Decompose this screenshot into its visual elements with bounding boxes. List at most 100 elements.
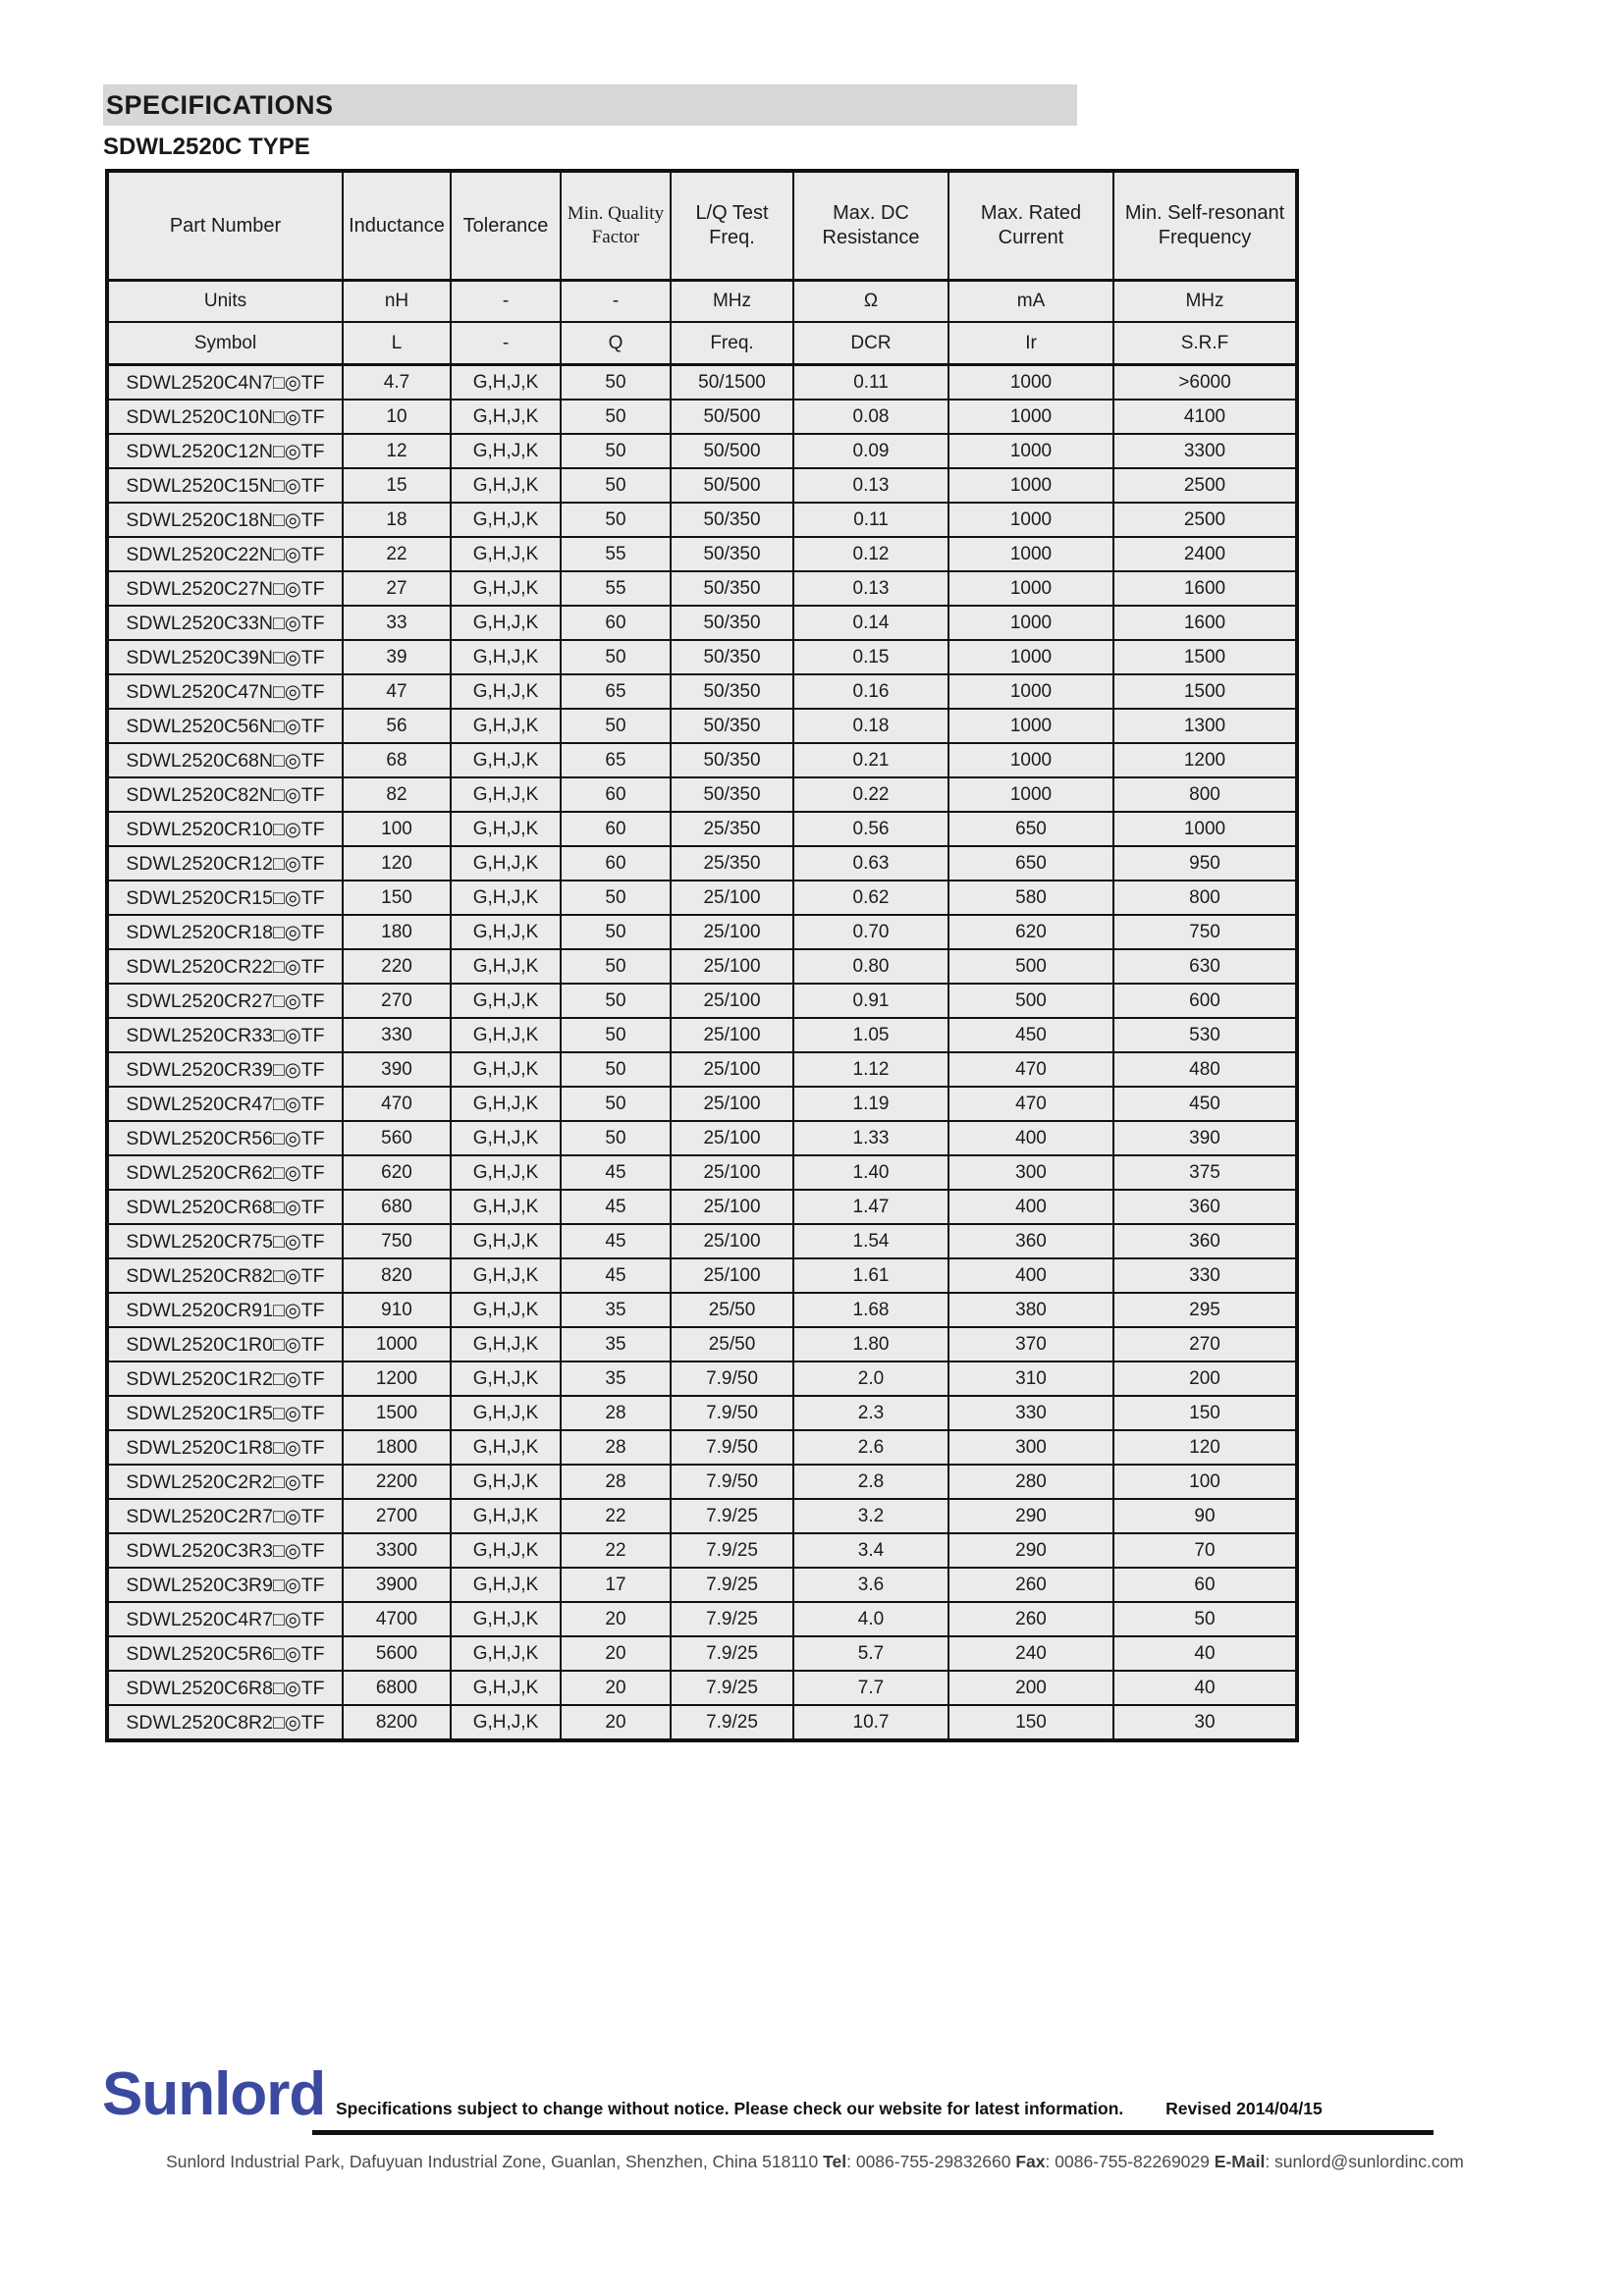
data-cell: 25/100 [670,1120,794,1156]
unit-cell: mA [947,279,1114,323]
data-cell: 82 [342,776,452,813]
data-cell: 68 [342,742,452,778]
data-cell: 295 [1112,1292,1298,1328]
table-row: SDWL2520C10N□◎TF 10 G,H,J,K 50 50/500 0.08 100… [106,399,1298,435]
data-cell: 7.9/50 [670,1464,794,1500]
data-cell: 1000 [947,708,1114,744]
data-cell: G,H,J,K [450,1223,562,1259]
data-cell: 28 [560,1395,672,1431]
table-row: SDWL2520C12N□◎TF 12 G,H,J,K 50 50/500 0.09 100… [106,433,1298,469]
data-cell: 800 [1112,880,1298,916]
data-cell: 1200 [1112,742,1298,778]
data-cell: 260 [947,1567,1114,1603]
data-cell: 10 [342,399,452,435]
data-cell: 25/50 [670,1292,794,1328]
table-row: SDWL2520CR27□◎TF 270 G,H,J,K 50 25/100 0.91 50… [106,983,1298,1019]
data-cell: 2500 [1112,502,1298,538]
data-cell: 650 [947,845,1114,881]
data-cell: SDWL2520C33N□◎TF [106,605,344,641]
data-cell: 22 [342,536,452,572]
data-cell: G,H,J,K [450,673,562,710]
column-header: Max. DC Resistance [792,170,949,282]
data-cell: 25/100 [670,983,794,1019]
data-cell: 4.7 [342,363,452,400]
data-cell: 4100 [1112,399,1298,435]
data-cell: G,H,J,K [450,1361,562,1397]
column-header: Inductance [342,170,452,282]
table-row: SDWL2520C2R7□◎TF 2700 G,H,J,K 22 7.9/25 3.2 29… [106,1498,1298,1534]
data-cell: SDWL2520CR15□◎TF [106,880,344,916]
data-cell: 2.8 [792,1464,949,1500]
table-row: SDWL2520CR68□◎TF 680 G,H,J,K 45 25/100 1.47 40… [106,1189,1298,1225]
table-row: SDWL2520C33N□◎TF 33 G,H,J,K 60 50/350 0.14 100… [106,605,1298,641]
data-cell: SDWL2520CR91□◎TF [106,1292,344,1328]
data-cell: SDWL2520C6R8□◎TF [106,1670,344,1706]
data-cell: 560 [342,1120,452,1156]
tel-number: : 0086-755-29832660 [846,2152,1011,2171]
data-cell: G,H,J,K [450,1395,562,1431]
data-cell: 50 [560,433,672,469]
data-cell: 50 [1112,1601,1298,1637]
data-cell: 56 [342,708,452,744]
data-cell: 35 [560,1292,672,1328]
data-cell: 580 [947,880,1114,916]
table-row: SDWL2520C18N□◎TF 18 G,H,J,K 50 50/350 0.11 100… [106,502,1298,538]
data-cell: 47 [342,673,452,710]
table-row: SDWL2520C1R0□◎TF 1000 G,H,J,K 35 25/50 1.80 37… [106,1326,1298,1362]
data-cell: G,H,J,K [450,1635,562,1672]
data-cell: 280 [947,1464,1114,1500]
data-cell: 1.19 [792,1086,949,1122]
data-cell: 630 [1112,948,1298,985]
data-cell: 2500 [1112,467,1298,504]
data-cell: SDWL2520CR47□◎TF [106,1086,344,1122]
data-cell: 7.9/25 [670,1498,794,1534]
footer-divider [312,2130,1434,2135]
data-cell: SDWL2520CR10□◎TF [106,811,344,847]
data-cell: SDWL2520C1R2□◎TF [106,1361,344,1397]
data-cell: G,H,J,K [450,1464,562,1500]
data-cell: 1000 [947,433,1114,469]
data-cell: 650 [947,811,1114,847]
table-row: SDWL2520CR62□◎TF 620 G,H,J,K 45 25/100 1.40 30… [106,1154,1298,1191]
data-cell: 22 [560,1532,672,1569]
footer-address: Sunlord Industrial Park, Dafuyuan Indust… [103,2152,1527,2172]
data-cell: 1000 [947,605,1114,641]
data-cell: 50 [560,983,672,1019]
table-row: SDWL2520C6R8□◎TF 6800 G,H,J,K 20 7.9/25 7.7 20… [106,1670,1298,1706]
table-row: SDWL2520C3R9□◎TF 3900 G,H,J,K 17 7.9/25 3.6 26… [106,1567,1298,1603]
data-cell: 1.54 [792,1223,949,1259]
data-cell: 55 [560,570,672,607]
data-cell: 1.61 [792,1257,949,1294]
data-cell: 50 [560,880,672,916]
data-cell: 0.08 [792,399,949,435]
data-cell: 390 [342,1051,452,1088]
data-cell: 7.9/25 [670,1567,794,1603]
data-cell: 330 [342,1017,452,1053]
data-cell: G,H,J,K [450,1704,562,1741]
data-cell: 1000 [947,536,1114,572]
data-cell: 25/50 [670,1326,794,1362]
unit-cell: nH [342,279,452,323]
data-cell: 50 [560,467,672,504]
data-cell: 28 [560,1464,672,1500]
data-cell: 200 [947,1670,1114,1706]
data-cell: 25/350 [670,845,794,881]
table-row: SDWL2520C1R2□◎TF 1200 G,H,J,K 35 7.9/50 2.0 31… [106,1361,1298,1397]
data-cell: SDWL2520C56N□◎TF [106,708,344,744]
data-cell: 0.22 [792,776,949,813]
data-cell: 330 [1112,1257,1298,1294]
data-cell: SDWL2520CR75□◎TF [106,1223,344,1259]
column-header: Part Number [106,170,344,282]
data-cell: 1000 [947,776,1114,813]
data-cell: 1000 [947,673,1114,710]
data-cell: G,H,J,K [450,536,562,572]
data-cell: 25/100 [670,1189,794,1225]
data-cell: 20 [560,1635,672,1672]
data-cell: 380 [947,1292,1114,1328]
data-cell: 7.9/50 [670,1429,794,1466]
data-cell: 0.13 [792,570,949,607]
data-cell: G,H,J,K [450,605,562,641]
data-cell: 1.12 [792,1051,949,1088]
data-cell: 100 [342,811,452,847]
